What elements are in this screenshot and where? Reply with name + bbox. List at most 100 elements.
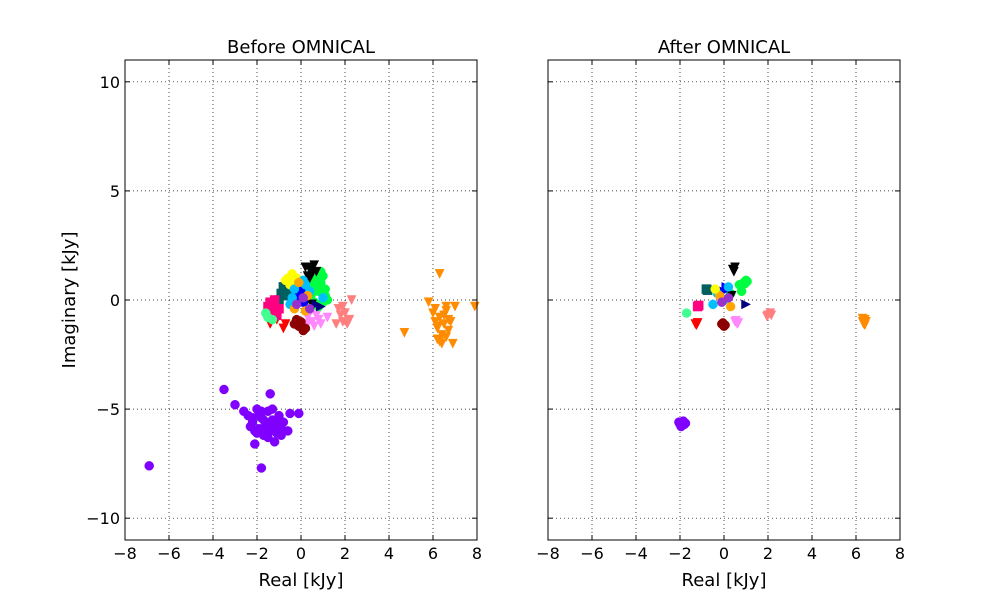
data-point bbox=[305, 303, 315, 314]
data-point bbox=[298, 325, 308, 336]
data-point bbox=[857, 313, 868, 324]
data-point bbox=[430, 303, 441, 314]
data-point bbox=[708, 299, 718, 310]
data-point bbox=[443, 314, 454, 325]
data-point bbox=[681, 308, 692, 318]
data-point bbox=[276, 430, 286, 441]
data-point bbox=[693, 300, 704, 311]
data-point bbox=[256, 406, 267, 417]
left-panel: Before OMNICAL Real [kJy] −8 −6 −4 −2 0 2 4 6 8 −… bbox=[86, 37, 482, 591]
x-tick-label: 6 bbox=[851, 544, 861, 563]
data-point bbox=[245, 421, 256, 432]
data-point bbox=[734, 279, 745, 290]
left-scatter-points bbox=[144, 260, 480, 473]
data-point bbox=[267, 314, 278, 325]
data-point bbox=[723, 293, 734, 303]
data-point bbox=[294, 277, 304, 288]
data-point bbox=[469, 301, 480, 312]
data-point bbox=[261, 308, 271, 318]
data-point bbox=[766, 310, 777, 321]
data-point bbox=[269, 295, 280, 305]
data-point bbox=[318, 293, 328, 303]
y-tick-label: −5 bbox=[96, 400, 120, 419]
data-point bbox=[723, 282, 734, 292]
x-tick-label: −6 bbox=[580, 544, 604, 563]
y-tick-label: −10 bbox=[86, 509, 120, 528]
data-point bbox=[230, 399, 240, 410]
data-point bbox=[250, 439, 260, 449]
x-tick-label: 8 bbox=[895, 544, 905, 563]
x-tick-label: 2 bbox=[763, 544, 773, 563]
x-tick-label: 0 bbox=[719, 544, 729, 563]
y-tick-label: 0 bbox=[110, 291, 120, 310]
data-point bbox=[289, 284, 300, 294]
data-point bbox=[434, 269, 445, 279]
data-point bbox=[144, 461, 154, 471]
data-point bbox=[432, 321, 443, 332]
data-point bbox=[344, 314, 355, 325]
left-x-axis-label: Real [kJy] bbox=[259, 570, 344, 591]
data-point bbox=[720, 320, 730, 330]
data-point bbox=[733, 318, 744, 328]
data-point bbox=[741, 299, 752, 310]
data-point bbox=[725, 301, 736, 312]
data-point bbox=[294, 317, 304, 327]
x-tick-label: 6 bbox=[428, 544, 438, 563]
data-point bbox=[728, 266, 739, 277]
data-point bbox=[710, 284, 720, 294]
data-point bbox=[267, 404, 278, 414]
x-tick-label: 4 bbox=[384, 544, 394, 563]
x-tick-label: −2 bbox=[245, 544, 269, 563]
data-point bbox=[399, 327, 410, 338]
data-point bbox=[315, 319, 326, 330]
data-point bbox=[291, 299, 302, 310]
data-point bbox=[717, 297, 727, 307]
data-point bbox=[280, 275, 291, 286]
left-panel-title: Before OMNICAL bbox=[227, 37, 375, 58]
right-panel-title: After OMNICAL bbox=[658, 37, 790, 58]
data-point bbox=[309, 321, 320, 332]
data-point bbox=[298, 293, 308, 303]
data-point bbox=[294, 408, 304, 419]
data-point bbox=[247, 413, 258, 423]
x-tick-label: 8 bbox=[472, 544, 482, 563]
data-point bbox=[316, 301, 326, 312]
data-point bbox=[434, 336, 445, 347]
x-tick-label: −8 bbox=[536, 544, 560, 563]
data-point bbox=[261, 426, 271, 436]
data-point bbox=[450, 301, 460, 312]
data-point bbox=[311, 266, 322, 277]
right-x-axis-label: Real [kJy] bbox=[682, 570, 767, 591]
x-tick-label: 4 bbox=[807, 544, 817, 563]
x-tick-label: −8 bbox=[113, 544, 137, 563]
x-tick-label: −4 bbox=[201, 544, 225, 563]
data-point bbox=[307, 262, 317, 273]
data-point bbox=[258, 415, 269, 425]
y-tick-label: 5 bbox=[110, 182, 120, 201]
data-point bbox=[219, 384, 229, 395]
data-point bbox=[691, 320, 702, 331]
x-tick-label: −2 bbox=[668, 544, 692, 563]
data-point bbox=[337, 301, 348, 312]
data-point bbox=[274, 421, 284, 432]
data-point bbox=[443, 325, 454, 336]
data-point bbox=[280, 319, 291, 330]
data-point bbox=[304, 273, 315, 284]
y-tick-label: 10 bbox=[100, 73, 120, 92]
data-point bbox=[256, 463, 267, 473]
data-point bbox=[859, 320, 870, 331]
x-tick-label: 0 bbox=[296, 544, 306, 563]
x-tick-label: 2 bbox=[340, 544, 350, 563]
x-tick-label: −4 bbox=[624, 544, 648, 563]
data-point bbox=[252, 428, 262, 438]
data-point bbox=[269, 437, 280, 447]
right-scatter-points bbox=[674, 262, 871, 432]
data-point bbox=[331, 319, 342, 330]
data-point bbox=[423, 297, 434, 308]
data-point bbox=[441, 332, 452, 343]
data-point bbox=[447, 338, 458, 349]
data-point bbox=[674, 417, 684, 427]
y-axis-label: Imaginary [kJy] bbox=[59, 232, 80, 369]
x-tick-label: −6 bbox=[157, 544, 181, 563]
